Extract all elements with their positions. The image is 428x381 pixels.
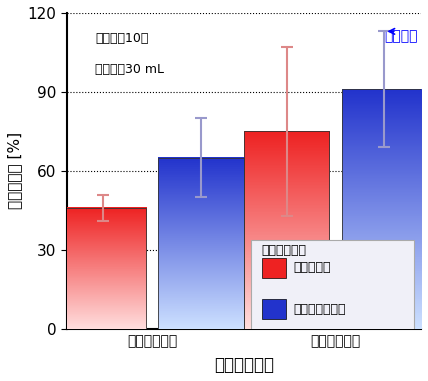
FancyBboxPatch shape bbox=[251, 240, 414, 335]
Bar bbox=[61, 208, 146, 329]
Text: ：アテイン: ：アテイン bbox=[294, 261, 331, 274]
Text: ：ハリメーター: ：ハリメーター bbox=[294, 303, 346, 316]
Text: 口臭測定機器: 口臭測定機器 bbox=[262, 243, 306, 256]
FancyBboxPatch shape bbox=[262, 258, 286, 278]
Text: 被験者：10人: 被験者：10人 bbox=[95, 32, 149, 45]
Bar bbox=[342, 89, 427, 329]
Text: 摂取量：30 mL: 摂取量：30 mL bbox=[95, 64, 164, 77]
Bar bbox=[244, 131, 330, 329]
Text: 標準誤差: 標準誤差 bbox=[384, 29, 417, 43]
Y-axis label: 口臭残存率 [%]: 口臭残存率 [%] bbox=[7, 132, 22, 210]
X-axis label: 被検サンプル: 被検サンプル bbox=[214, 356, 274, 374]
FancyBboxPatch shape bbox=[262, 299, 286, 319]
Bar bbox=[158, 158, 244, 329]
